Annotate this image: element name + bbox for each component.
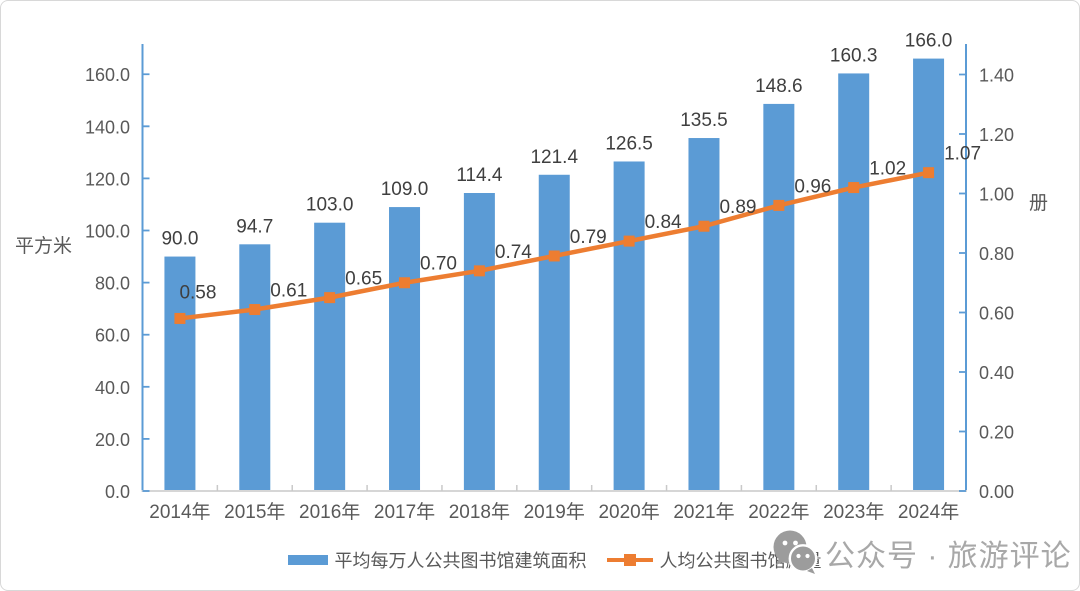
- right-axis-tick-label: 0.80: [979, 244, 1014, 264]
- line-value-label: 0.79: [570, 227, 607, 248]
- bar-2020年: [613, 161, 645, 491]
- bar-2021年: [688, 138, 720, 491]
- bar-value-label: 135.5: [680, 110, 728, 131]
- x-axis-label: 2015年: [224, 501, 285, 523]
- x-axis-label: 2018年: [449, 501, 510, 523]
- line-marker-2014年: [174, 312, 186, 324]
- bar-value-label: 148.6: [755, 76, 803, 97]
- line-value-label: 0.89: [719, 197, 756, 218]
- bar-2024年: [913, 58, 945, 492]
- x-axis-label: 2023年: [823, 501, 884, 523]
- x-axis-label: 2017年: [374, 501, 435, 523]
- x-axis-label: 2020年: [598, 501, 659, 523]
- x-axis-label: 2021年: [673, 501, 734, 523]
- left-axis-tick-label: 0.0: [105, 482, 130, 502]
- bar-2019年: [538, 174, 570, 491]
- line-marker-2022年: [773, 199, 785, 211]
- line-marker-2017年: [399, 277, 411, 289]
- left-axis-tick-label: 160.0: [85, 65, 130, 85]
- bar-value-label: 121.4: [530, 147, 578, 168]
- right-axis-tick-label: 0.40: [979, 363, 1014, 383]
- x-axis-label: 2024年: [898, 501, 959, 523]
- line-value-label: 1.07: [944, 144, 981, 165]
- line-value-label: 0.58: [179, 282, 216, 303]
- left-axis-tick-label: 100.0: [85, 222, 130, 242]
- line-value-label: 0.74: [495, 242, 532, 263]
- line-marker-2020年: [623, 235, 635, 247]
- right-axis-title: 册: [1029, 193, 1049, 214]
- bar-2016年: [314, 222, 346, 491]
- right-axis-tick-label: 0.20: [979, 422, 1014, 442]
- line-value-label: 1.02: [869, 159, 906, 180]
- bar-value-label: 126.5: [605, 133, 653, 154]
- bar-value-label: 114.4: [456, 165, 503, 186]
- bar-2023年: [838, 73, 870, 492]
- right-axis-tick-label: 0.60: [979, 303, 1014, 323]
- right-axis-tick-label: 1.20: [979, 125, 1014, 145]
- bar-2022年: [763, 103, 795, 491]
- bar-2017年: [389, 207, 421, 491]
- bar-2018年: [463, 193, 495, 491]
- bar-value-label: 166.0: [905, 31, 953, 52]
- bar-value-label: 103.0: [306, 195, 354, 216]
- line-value-label: 0.61: [270, 281, 307, 302]
- line-marker-2015年: [249, 304, 261, 316]
- left-axis-tick-label: 40.0: [95, 378, 130, 398]
- line-marker-2023年: [848, 182, 860, 194]
- line-value-label: 0.84: [645, 212, 682, 233]
- line-series-swatch: [606, 554, 653, 566]
- x-axis-label: 2022年: [748, 501, 809, 523]
- line-marker-2024年: [923, 167, 935, 179]
- bar-2014年: [164, 256, 196, 491]
- line-value-label: 0.96: [794, 176, 831, 197]
- line-marker-2019年: [548, 250, 560, 262]
- left-axis-tick-label: 20.0: [95, 430, 130, 450]
- line-value-label: 0.65: [345, 269, 382, 290]
- right-axis-tick-label: 1.00: [979, 184, 1014, 204]
- left-axis-tick-label: 140.0: [85, 117, 130, 137]
- bar-value-label: 109.0: [381, 179, 429, 200]
- bar-value-label: 90.0: [161, 229, 198, 250]
- x-axis-label: 2019年: [524, 501, 585, 523]
- bar-value-label: 94.7: [236, 216, 273, 237]
- bar-series-legend-label: 平均每万人公共图书馆建筑面积: [334, 551, 587, 571]
- line-marker-2016年: [324, 292, 336, 304]
- right-axis-tick-label: 1.40: [979, 65, 1014, 85]
- left-axis-title: 平方米: [15, 236, 73, 257]
- left-axis-tick-label: 80.0: [95, 274, 130, 294]
- line-series-legend-label: 人均公共图书馆藏量: [659, 551, 822, 571]
- line-marker-2018年: [473, 265, 485, 277]
- line-swatch-marker: [623, 554, 636, 566]
- legend: 平均每万人公共图书馆建筑面积 人均公共图书馆藏量: [143, 548, 966, 572]
- left-axis-tick-label: 60.0: [95, 326, 130, 346]
- x-axis-label: 2016年: [299, 501, 360, 523]
- right-axis-tick-label: 0.00: [979, 482, 1014, 502]
- line-value-label: 0.70: [420, 254, 457, 275]
- x-axis-label: 2014年: [149, 501, 210, 523]
- bar-2015年: [239, 244, 271, 491]
- line-marker-2021年: [698, 220, 710, 232]
- left-axis-tick-label: 120.0: [85, 169, 130, 189]
- bar-series-swatch: [287, 555, 328, 565]
- bar-value-label: 160.3: [830, 45, 878, 66]
